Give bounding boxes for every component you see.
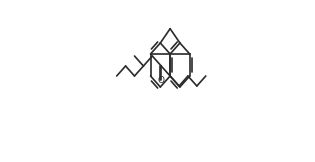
Text: O: O — [158, 76, 165, 85]
